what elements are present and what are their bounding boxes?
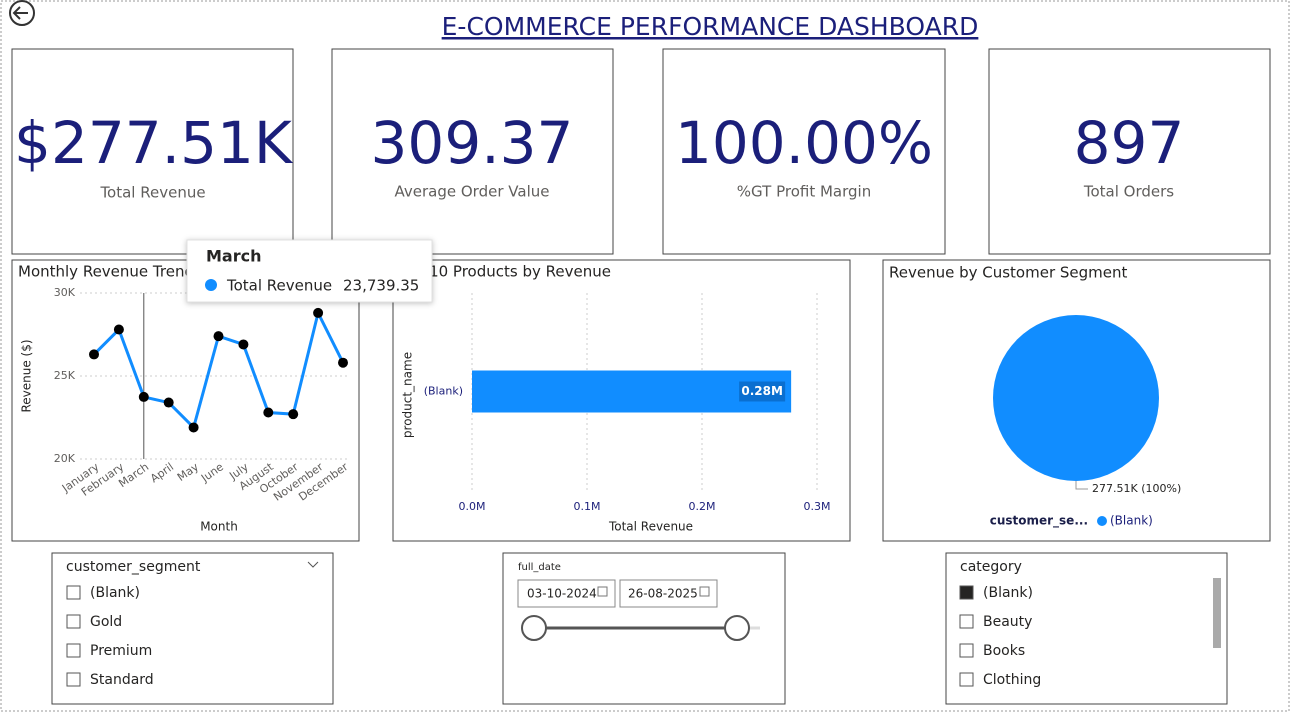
y-tick-label: (Blank) bbox=[424, 385, 463, 398]
dashboard-title: E-COMMERCE PERFORMANCE DASHBOARD bbox=[442, 12, 979, 41]
date-start: 03-10-2024 bbox=[527, 587, 597, 601]
checkbox[interactable] bbox=[66, 643, 81, 658]
x-tick-label: 0.1M bbox=[574, 500, 601, 513]
legend-label: (Blank) bbox=[1110, 514, 1153, 528]
data-point bbox=[163, 397, 174, 408]
card bbox=[331, 48, 614, 255]
slicer-item: Books bbox=[983, 643, 1025, 659]
tooltip-value: 23,739.35 bbox=[343, 277, 419, 295]
data-label: 0.28M bbox=[741, 384, 783, 398]
slider-handle[interactable] bbox=[521, 615, 547, 641]
visual-title: Revenue by Customer Segment bbox=[889, 264, 1128, 282]
checkbox[interactable] bbox=[959, 643, 974, 658]
card-label: Average Order Value bbox=[395, 183, 550, 201]
date-end: 26-08-2025 bbox=[628, 587, 698, 601]
leader-line bbox=[1075, 481, 1088, 490]
dropdown-chevron[interactable] bbox=[307, 561, 319, 568]
visual-title: Top 10 Products by Revenue bbox=[398, 263, 611, 281]
calendar-icon bbox=[597, 586, 608, 597]
slicer-item: Gold bbox=[90, 614, 122, 630]
slicer-item: Premium bbox=[90, 643, 152, 659]
card-label: %GT Profit Margin bbox=[737, 183, 871, 201]
checkbox[interactable] bbox=[959, 614, 974, 629]
checkbox[interactable] bbox=[959, 672, 974, 687]
y-axis-title: Revenue ($) bbox=[20, 339, 34, 412]
data-point bbox=[188, 422, 199, 433]
card bbox=[988, 48, 1271, 255]
y-axis-title: product_name bbox=[401, 352, 415, 438]
card-value: 100.00% bbox=[675, 109, 933, 177]
segment-slicer bbox=[51, 552, 334, 705]
card-value: 897 bbox=[1074, 109, 1185, 177]
data-point bbox=[263, 407, 274, 418]
legend-title: customer_se... bbox=[990, 514, 1088, 529]
category-slicer bbox=[945, 552, 1228, 705]
tooltip-swatch bbox=[205, 279, 217, 291]
date-input[interactable] bbox=[619, 579, 718, 608]
data-point bbox=[113, 324, 124, 335]
line-visual bbox=[11, 259, 360, 542]
slicer-title: category bbox=[960, 559, 1022, 575]
data-label-bg bbox=[739, 381, 786, 402]
slicer-title: full_date bbox=[518, 562, 561, 573]
card-value: 309.37 bbox=[371, 109, 574, 177]
visual-title: Monthly Revenue Trend bbox=[18, 263, 194, 281]
tooltip-name: Total Revenue bbox=[226, 277, 332, 295]
tooltip bbox=[186, 239, 433, 303]
data-point bbox=[213, 331, 224, 342]
checkbox[interactable] bbox=[959, 585, 974, 600]
card-label: Total Revenue bbox=[99, 184, 205, 202]
slicer-item: (Blank) bbox=[90, 585, 140, 601]
legend-swatch bbox=[1097, 516, 1107, 526]
slicer-item: Standard bbox=[90, 672, 154, 688]
y-tick-label: 25K bbox=[54, 369, 76, 382]
data-point bbox=[288, 409, 299, 420]
x-axis-title: Month bbox=[200, 520, 238, 534]
x-tick-label: 0.2M bbox=[689, 500, 716, 513]
slider-handle[interactable] bbox=[724, 615, 750, 641]
data-point bbox=[138, 391, 149, 402]
card bbox=[662, 48, 946, 255]
date-input[interactable] bbox=[517, 579, 616, 608]
x-tick-label: 0.3M bbox=[804, 500, 831, 513]
slicer-title: customer_segment bbox=[66, 559, 201, 575]
data-point bbox=[89, 349, 99, 360]
tooltip-title: March bbox=[206, 247, 261, 266]
slicer-item: Beauty bbox=[983, 614, 1032, 630]
scrollbar[interactable] bbox=[1213, 578, 1221, 648]
back-button[interactable] bbox=[9, 0, 35, 26]
slicer-item: Clothing bbox=[983, 672, 1041, 688]
data-point bbox=[238, 339, 249, 350]
card-value: $277.51K bbox=[14, 109, 294, 177]
data-label: 277.51K (100%) bbox=[1092, 482, 1181, 495]
calendar-icon bbox=[699, 586, 710, 597]
y-tick-label: 30K bbox=[54, 286, 76, 299]
card bbox=[11, 48, 294, 255]
pie-slice bbox=[993, 315, 1159, 481]
checkbox[interactable] bbox=[66, 585, 81, 600]
bar bbox=[472, 370, 792, 413]
checkbox[interactable] bbox=[66, 672, 81, 687]
data-point bbox=[313, 307, 324, 318]
x-axis-title: Total Revenue bbox=[608, 520, 693, 534]
x-tick-label: 0.0M bbox=[459, 500, 486, 513]
card-label: Total Orders bbox=[1083, 183, 1174, 201]
checkbox[interactable] bbox=[66, 614, 81, 629]
data-point bbox=[338, 357, 348, 368]
y-tick-label: 20K bbox=[54, 452, 76, 465]
slicer-item: (Blank) bbox=[983, 585, 1033, 601]
